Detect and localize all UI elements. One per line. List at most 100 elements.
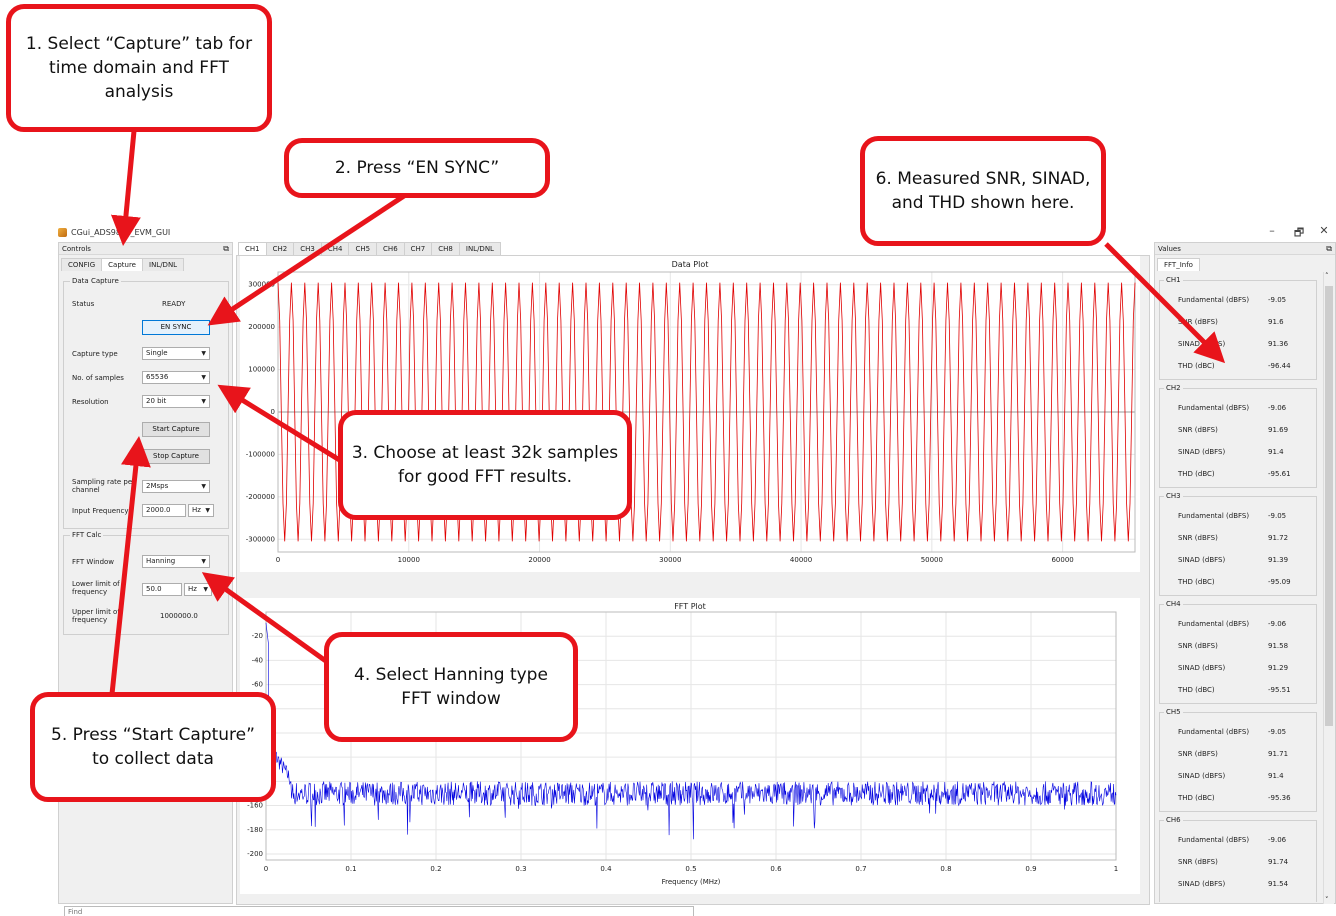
callout-1: 1. Select “Capture” tab for time domain … <box>6 4 272 132</box>
controls-title: Controls <box>62 245 91 253</box>
y-tick-label: -200 <box>247 850 263 858</box>
metric-label: SINAD (dBFS) <box>1178 448 1226 456</box>
metric-label: Fundamental (dBFS) <box>1178 296 1250 304</box>
undock-icon[interactable]: ⧉ <box>223 244 229 253</box>
metric-label: THD (dBC) <box>1178 470 1215 478</box>
metric-value: 91.58 <box>1268 642 1289 650</box>
metric-value: 91.71 <box>1268 750 1289 758</box>
x-tick-label: 50000 <box>921 556 943 564</box>
sampling-rate-value: 2Msps <box>146 482 169 490</box>
metric-value: 91.39 <box>1268 556 1289 564</box>
arrow-3 <box>217 384 348 467</box>
channel-title: CH5 <box>1164 708 1183 716</box>
chevron-down-icon: ▼ <box>201 483 206 490</box>
arrow-1 <box>110 130 141 246</box>
resolution-value: 20 bit <box>146 397 167 405</box>
fft-window-select[interactable]: Hanning ▼ <box>142 555 210 568</box>
metric-value: 91.6 <box>1268 318 1284 326</box>
close-button[interactable]: ✕ <box>1319 224 1329 237</box>
fft-window-value: Hanning <box>146 557 176 565</box>
x-tick-label: 0 <box>264 865 268 873</box>
scroll-up-icon[interactable]: ˄ <box>1325 272 1329 280</box>
metric-value: -9.06 <box>1268 836 1287 844</box>
x-tick-label: 0.7 <box>855 865 866 873</box>
sampling-rate-select[interactable]: 2Msps ▼ <box>142 480 210 493</box>
scroll-down-icon[interactable]: ˅ <box>1325 896 1329 904</box>
restore-button[interactable]: 🗗 <box>1293 226 1305 239</box>
lower-limit-field[interactable]: 50.0 <box>142 583 182 596</box>
metric-label: SINAD (dBFS) <box>1178 772 1226 780</box>
samples-select[interactable]: 65536 ▼ <box>142 371 210 384</box>
samples-label: No. of samples <box>72 374 124 382</box>
scrollbar-thumb[interactable] <box>1325 286 1333 726</box>
lower-limit-unit: Hz <box>188 585 197 593</box>
metric-label: THD (dBC) <box>1178 794 1215 802</box>
y-tick-label: 200000 <box>248 323 275 331</box>
input-frequency-field[interactable]: 2000.0 <box>142 504 186 517</box>
x-tick-label: 30000 <box>659 556 681 564</box>
arrow-5 <box>109 436 151 695</box>
minimize-button[interactable]: – <box>1269 224 1275 237</box>
metric-label: SINAD (dBFS) <box>1178 664 1226 672</box>
input-frequency-unit-select[interactable]: Hz ▼ <box>188 504 214 517</box>
chevron-down-icon: ▼ <box>201 350 206 357</box>
metric-label: SNR (dBFS) <box>1178 534 1218 542</box>
data-capture-group: Data Capture Status READY EN SYNC Captur… <box>63 277 229 529</box>
tab-inl-dnl[interactable]: INL/DNL <box>142 258 185 271</box>
metric-label: SINAD (dBFS) <box>1178 556 1226 564</box>
controls-dock-title: Controls ⧉ <box>59 243 232 255</box>
fft-window-label: FFT Window <box>72 558 115 566</box>
channel-title: CH1 <box>1164 276 1183 284</box>
input-frequency-label: Input Frequency <box>72 507 129 515</box>
en-sync-button[interactable]: EN SYNC <box>142 320 210 335</box>
callout-4: 4. Select Hanning type FFT window <box>324 632 578 742</box>
y-tick-label: -200000 <box>246 493 275 501</box>
capture-type-select[interactable]: Single ▼ <box>142 347 210 360</box>
metric-value: 91.4 <box>1268 448 1284 456</box>
tab-fft-info[interactable]: FFT_Info <box>1157 258 1200 271</box>
plot-frame <box>277 271 1136 553</box>
y-tick-label: -180 <box>247 826 263 834</box>
values-scrollbar[interactable]: ˄ ˅ <box>1323 272 1334 904</box>
metric-label: Fundamental (dBFS) <box>1178 512 1250 520</box>
metric-label: Fundamental (dBFS) <box>1178 620 1250 628</box>
callout-3: 3. Choose at least 32k samples for good … <box>338 410 632 520</box>
status-label: Status <box>72 300 95 308</box>
metric-label: SNR (dBFS) <box>1178 642 1218 650</box>
values-dock-title: Values ⧉ <box>1155 243 1335 255</box>
data-plot-title: Data Plot <box>672 260 709 269</box>
channel-title: CH3 <box>1164 492 1183 500</box>
fft-calc-title: FFT Calc <box>70 531 104 539</box>
metric-label: THD (dBC) <box>1178 578 1215 586</box>
metric-value: 91.54 <box>1268 880 1289 888</box>
channel-group: CH5 Fundamental (dBFS) -9.05 SNR (dBFS) 91.7… <box>1159 708 1317 812</box>
channel-title: CH6 <box>1164 816 1183 824</box>
metric-label: THD (dBC) <box>1178 686 1215 694</box>
start-capture-button[interactable]: Start Capture <box>142 422 210 437</box>
fft-calc-group: FFT Calc FFT Window Hanning ▼ Lower limit… <box>63 531 229 635</box>
metric-label: THD (dBC) <box>1178 362 1215 370</box>
channel-group: CH3 Fundamental (dBFS) -9.05 SNR (dBFS) 91.7… <box>1159 492 1317 596</box>
y-tick-label: -100000 <box>246 450 275 458</box>
undock-icon[interactable]: ⧉ <box>1326 244 1332 253</box>
find-input[interactable]: Find <box>64 906 694 916</box>
status-value: READY <box>162 300 186 308</box>
metric-value: -9.06 <box>1268 404 1287 412</box>
controls-tabs: CONFIG Capture INL/DNL <box>61 258 185 271</box>
y-tick-label: -160 <box>247 802 263 810</box>
metric-value: -9.06 <box>1268 620 1287 628</box>
callout-5: 5. Press “Start Capture” to collect data <box>30 692 276 802</box>
chevron-down-icon: ▼ <box>205 507 210 514</box>
x-tick-label: 0.3 <box>515 865 526 873</box>
metric-label: SINAD (dBFS) <box>1178 880 1226 888</box>
metric-label: Fundamental (dBFS) <box>1178 404 1250 412</box>
capture-type-label: Capture type <box>72 350 118 358</box>
fft-x-axis-label: Frequency (MHz) <box>662 878 721 886</box>
data-capture-title: Data Capture <box>70 277 121 285</box>
resolution-select[interactable]: 20 bit ▼ <box>142 395 210 408</box>
tab-inl-dnl-plot[interactable]: INL/DNL <box>458 242 501 255</box>
y-tick-label: 0 <box>271 408 275 416</box>
x-tick-label: 20000 <box>528 556 550 564</box>
metric-value: 91.74 <box>1268 858 1289 866</box>
capture-type-value: Single <box>146 349 168 357</box>
